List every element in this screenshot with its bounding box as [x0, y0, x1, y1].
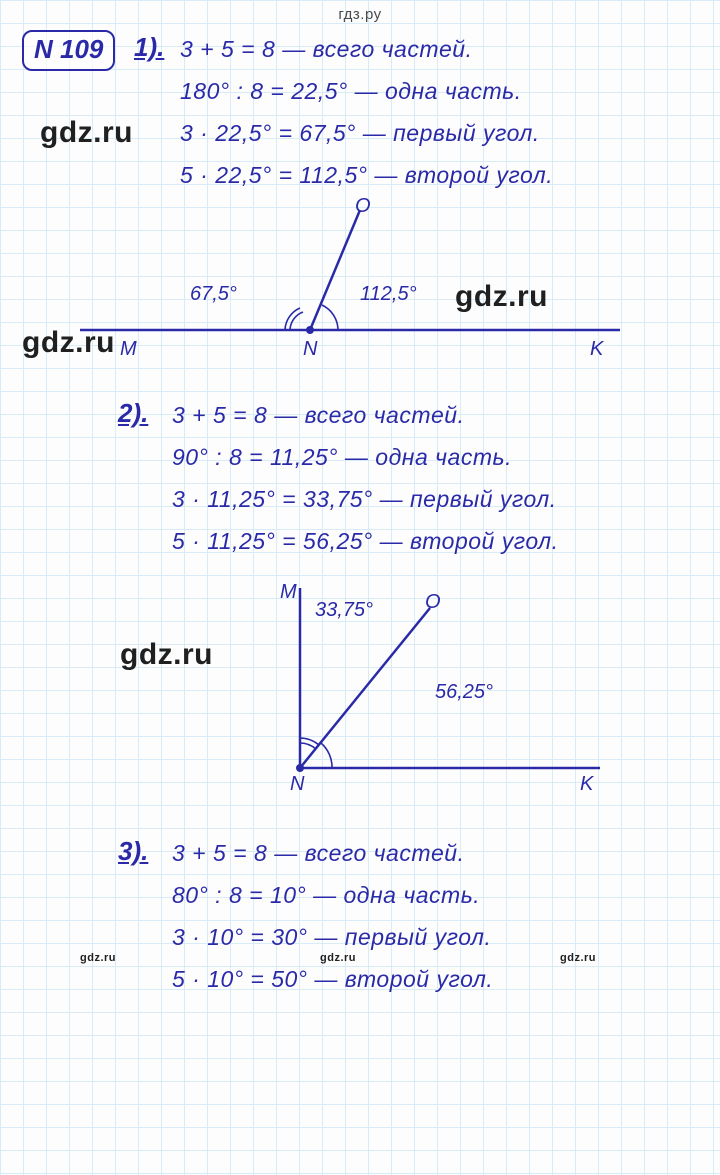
part-1-line-1: 3 + 5 = 8 — всего частей.: [180, 34, 472, 65]
part-1-number: 1).: [134, 32, 164, 63]
diagram-1-label-M: M: [120, 338, 137, 360]
part-1-line-3: 3 · 22,5° = 67,5° — первый угол.: [180, 118, 540, 149]
part-3-line-4: 5 · 10° = 50° — второй угол.: [172, 964, 493, 995]
part-2-line-3: 3 · 11,25° = 33,75° — первый угол.: [172, 484, 557, 515]
part-2-line-4: 5 · 11,25° = 56,25° — второй угол.: [172, 526, 558, 557]
diagram-1-label-O: O: [355, 195, 371, 217]
part-3-line-1: 3 + 5 = 8 — всего частей.: [172, 838, 464, 869]
part-2-line-1: 3 + 5 = 8 — всего частей.: [172, 400, 464, 431]
diagram-2-label-K: K: [580, 773, 595, 795]
watermark-icon: gdz.ru: [80, 952, 116, 964]
site-header: гдз.ру: [0, 6, 720, 23]
diagram-2: M O N K 33,75° 56,25°: [220, 568, 640, 798]
diagram-1-angle-2: 112,5°: [360, 283, 417, 305]
part-3-line-2: 80° : 8 = 10° — одна часть.: [172, 880, 480, 911]
diagram-2-angle-2: 56,25°: [435, 681, 493, 703]
diagram-2-label-N: N: [290, 773, 305, 795]
diagram-1-label-K: K: [590, 338, 605, 360]
watermark-icon: gdz.ru: [560, 952, 596, 964]
watermark-icon: gdz.ru: [40, 116, 133, 150]
part-3-line-3: 3 · 10° = 30° — первый угол.: [172, 922, 491, 953]
part-2-number: 2).: [118, 398, 148, 429]
diagram-2-label-M: M: [280, 581, 297, 603]
watermark-icon: gdz.ru: [22, 326, 115, 360]
watermark-icon: gdz.ru: [320, 952, 356, 964]
part-1-line-2: 180° : 8 = 22,5° — одна часть.: [180, 76, 522, 107]
diagram-1-angle-1: 67,5°: [190, 283, 237, 305]
diagram-1-label-N: N: [303, 338, 318, 360]
part-2-line-2: 90° : 8 = 11,25° — одна часть.: [172, 442, 512, 473]
watermark-icon: gdz.ru: [120, 638, 213, 672]
problem-number-badge: N 109: [22, 30, 115, 71]
diagram-2-angle-1: 33,75°: [315, 599, 373, 621]
part-3-number: 3).: [118, 836, 148, 867]
part-1-line-4: 5 · 22,5° = 112,5° — второй угол.: [180, 160, 553, 191]
diagram-2-label-O: O: [425, 591, 441, 613]
diagram-1: O M N K 67,5° 112,5°: [60, 200, 660, 370]
watermark-icon: gdz.ru: [455, 280, 548, 314]
